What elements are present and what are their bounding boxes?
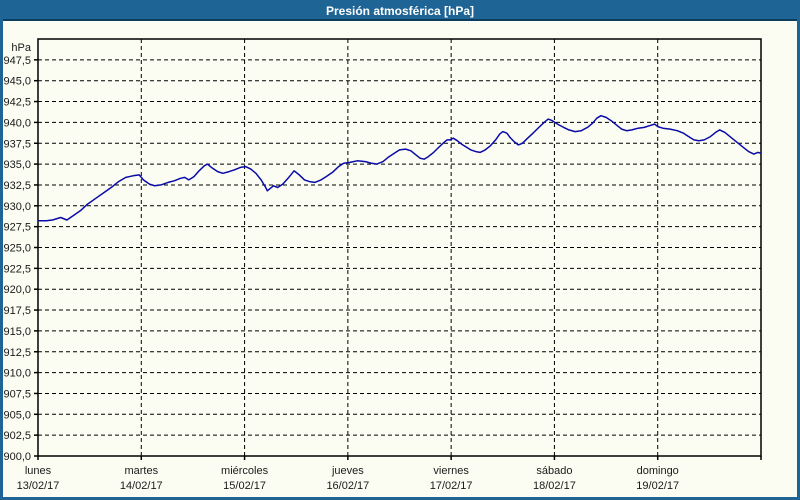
y-axis-label: 900,0 [3, 451, 31, 463]
y-axis-label: 925,0 [3, 243, 31, 255]
y-axis-label: 917,5 [3, 305, 31, 317]
y-axis-label: 902,5 [3, 430, 31, 442]
y-axis-label: 905,0 [3, 409, 31, 421]
y-axis-label: 937,5 [3, 138, 31, 150]
x-axis-day-label: miércoles [221, 465, 269, 477]
x-axis-day-label: lunes [25, 465, 52, 477]
y-axis-unit-label: hPa [11, 42, 31, 54]
pressure-chart: 947,5 945,0 942,5 940,0 937,5 935,0 932,5 930,0… [3, 38, 762, 492]
x-axis-date-label: 17/02/17 [430, 480, 473, 492]
axis-box [37, 38, 762, 457]
pressure-series-line [37, 114, 762, 222]
y-axis-label: 920,0 [3, 284, 31, 296]
chart-area: 947,5 945,0 942,5 940,0 937,5 935,0 932,5 930,0… [3, 21, 797, 495]
x-axis-day-label: martes [124, 465, 158, 477]
y-axis-label: 910,0 [3, 368, 31, 380]
y-axis-label: 930,0 [3, 201, 31, 213]
window-title: Presión atmosférica [hPa] [325, 4, 475, 18]
x-axis-date-label: 14/02/17 [120, 480, 163, 492]
y-axis-label: 907,5 [3, 388, 31, 400]
y-axis-label: 927,5 [3, 222, 31, 234]
x-axis-date-label: 19/02/17 [636, 480, 679, 492]
x-axis-day-label: domingo [637, 465, 679, 477]
y-axis-label: 912,5 [3, 347, 31, 359]
x-axis-day-label: viernes [433, 465, 469, 477]
y-axis-label: 932,5 [3, 180, 31, 192]
y-axis-label: 942,5 [3, 97, 31, 109]
title-bar[interactable]: Presión atmosférica [hPa] [3, 3, 797, 21]
y-axis-label: 935,0 [3, 159, 31, 171]
y-axis-label: 915,0 [3, 326, 31, 338]
x-axis-day-label: jueves [331, 465, 364, 477]
y-axis-label: 940,0 [3, 117, 31, 129]
y-axis-label: 947,5 [3, 55, 31, 67]
x-axis-day-label: sábado [536, 465, 572, 477]
x-axis-date-label: 18/02/17 [533, 480, 576, 492]
y-axis-label: 922,5 [3, 263, 31, 275]
x-axis-date-label: 13/02/17 [17, 480, 60, 492]
y-axis-label: 945,0 [3, 76, 31, 88]
x-axis-date-label: 15/02/17 [223, 480, 266, 492]
x-axis-date-label: 16/02/17 [326, 480, 369, 492]
